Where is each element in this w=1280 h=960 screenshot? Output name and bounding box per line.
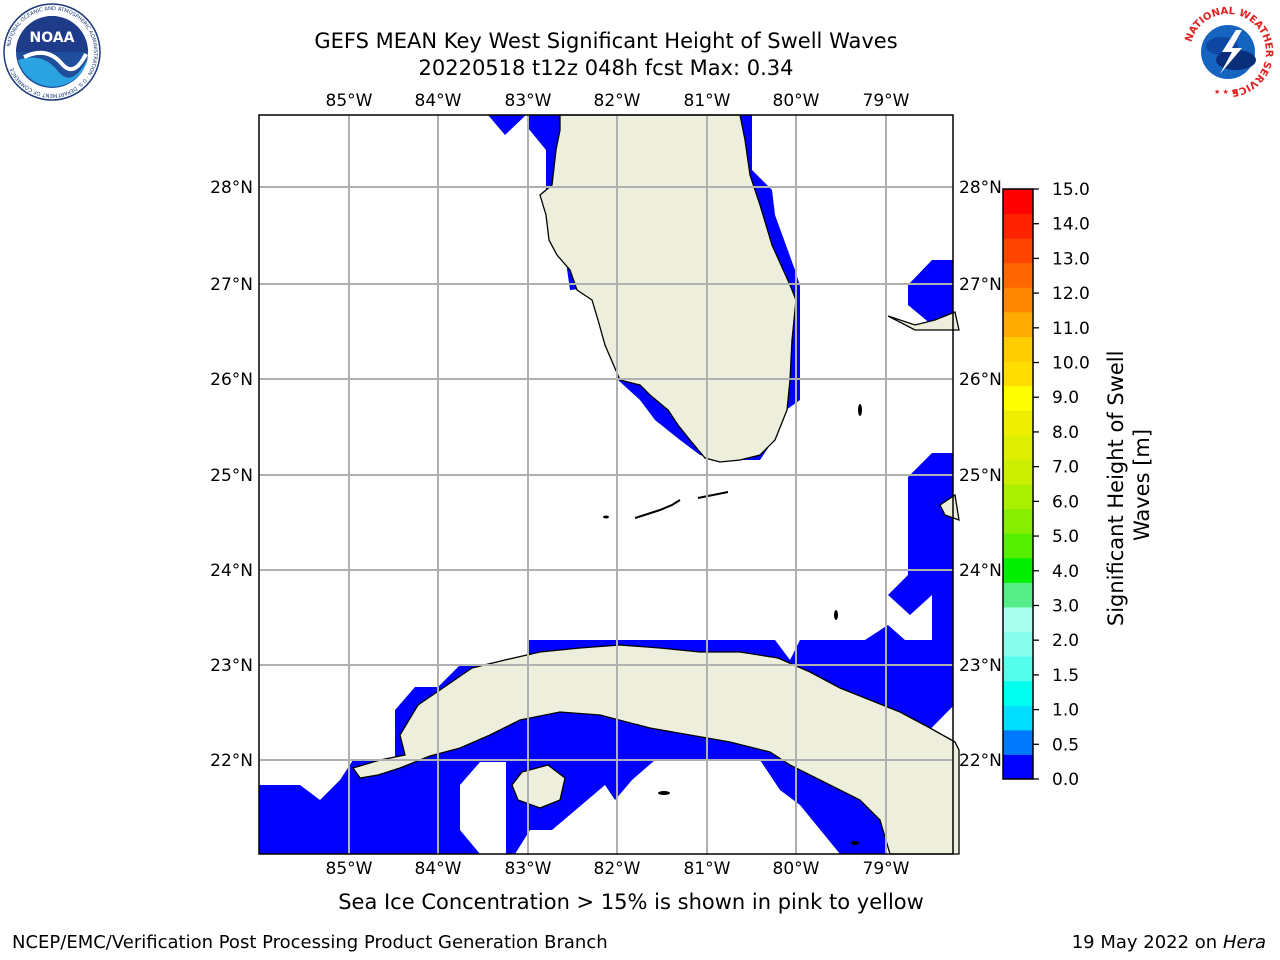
lon-label-bottom: 80°W (773, 859, 820, 879)
lat-label-left: 27°N (210, 275, 253, 295)
lon-label-top: 83°W (505, 91, 552, 111)
colorbar-segment (1003, 287, 1033, 313)
lat-label-left: 24°N (210, 561, 253, 581)
isla-juventud-landmass (511, 764, 566, 809)
colorbar-segment (1003, 434, 1033, 460)
colorbar-segment (1003, 484, 1033, 510)
colorbar-tick-label: 6.0 (1052, 492, 1079, 512)
chart-subtitle: 20220518 t12z 048h fcst Max: 0.34 (418, 56, 794, 80)
colorbar-segment (1003, 238, 1033, 264)
colorbar-tick-label: 1.0 (1052, 701, 1079, 721)
colorbar-segment (1003, 705, 1033, 731)
lon-labels-bottom: 85°W 84°W 83°W 82°W 81°W 80°W 79°W (326, 859, 910, 879)
colorbar-tick-label: 9.0 (1052, 388, 1079, 408)
lon-label-bottom: 81°W (684, 859, 731, 879)
colorbar-segment (1003, 385, 1033, 411)
colorbar-tick-label: 10.0 (1052, 354, 1090, 374)
lon-label-bottom: 84°W (415, 859, 462, 879)
colorbar-segment (1003, 680, 1033, 706)
lon-label-top: 80°W (773, 91, 820, 111)
colorbar-tick-label: 13.0 (1052, 249, 1090, 269)
colorbar-tick-label: 2.0 (1052, 631, 1079, 651)
colorbar-segment (1003, 656, 1033, 682)
colorbar-segment (1003, 606, 1033, 632)
colorbar-segment (1003, 508, 1033, 534)
colorbar-label: Significant Height of Swell Waves [m] (1104, 344, 1154, 626)
colorbar-segment (1003, 631, 1033, 657)
lat-label-right: 26°N (959, 370, 1002, 390)
colorbar-tick-label: 14.0 (1052, 215, 1090, 235)
lat-label-right: 25°N (959, 466, 1002, 486)
chart-title: GEFS MEAN Key West Significant Height of… (314, 29, 898, 53)
lat-label-left: 23°N (210, 656, 253, 676)
lat-label-left: 28°N (210, 178, 253, 198)
noaa-logo-icon: NOAA NATIONAL OCEANIC AND ATMOSPHERIC AD… (3, 3, 101, 101)
lon-label-bottom: 82°W (594, 859, 641, 879)
map-frame (258, 114, 954, 855)
lon-label-top: 84°W (415, 91, 462, 111)
landmass (351, 114, 960, 855)
colorbar-segment (1003, 754, 1033, 780)
colorbar-segment (1003, 213, 1033, 239)
colorbar-tick-label: 15.0 (1052, 180, 1090, 200)
lon-label-bottom: 83°W (505, 859, 552, 879)
colorbar-segment (1003, 729, 1033, 755)
lon-label-top: 79°W (863, 91, 910, 111)
credit-line: NCEP/EMC/Verification Post Processing Pr… (12, 932, 608, 953)
lat-label-left: 22°N (210, 751, 253, 771)
lon-label-top: 85°W (326, 91, 373, 111)
nws-logo-icon: NATIONAL WEATHER SERVICE ★ ★ ★ (1180, 4, 1276, 100)
colorbar-tick-label: 0.5 (1052, 735, 1079, 755)
florida-landmass (539, 114, 797, 463)
cuba-landmass (351, 644, 960, 855)
lat-label-left: 25°N (210, 466, 253, 486)
lat-label-right: 23°N (959, 656, 1002, 676)
lat-label-right: 22°N (959, 751, 1002, 771)
lon-labels-top: 85°W 84°W 83°W 82°W 81°W 80°W 79°W (326, 91, 910, 111)
colorbar-ticks: 15.0 14.0 13.0 12.0 11.0 10.0 9.0 8.0 7.0 6.0 5.0 4… (1033, 180, 1090, 790)
lat-label-left: 26°N (210, 370, 253, 390)
colorbar-tick-label: 1.5 (1052, 666, 1079, 686)
colorbar-segment (1003, 361, 1033, 387)
lat-label-right: 28°N (959, 178, 1002, 198)
date-line: 19 May 2022 on Hera (1072, 932, 1266, 953)
colorbar-segment (1003, 311, 1033, 337)
lon-label-bottom: 79°W (863, 859, 910, 879)
colorbar-segment (1003, 557, 1033, 583)
svg-text:★ ★ ★: ★ ★ ★ (1214, 88, 1237, 96)
colorbar-segment (1003, 533, 1033, 559)
colorbar-tick-label: 5.0 (1052, 527, 1079, 547)
colorbar-tick-label: 7.0 (1052, 458, 1079, 478)
lat-label-right: 24°N (959, 561, 1002, 581)
colorbar-segment (1003, 336, 1033, 362)
small-islands (603, 404, 862, 845)
lat-label-right: 27°N (959, 275, 1002, 295)
colorbar-tick-label: 3.0 (1052, 596, 1079, 616)
host-text: Hera (1222, 932, 1266, 953)
lat-labels-left: 28°N 27°N 26°N 25°N 24°N 23°N 22°N (210, 178, 253, 771)
bahamas-landmass (887, 311, 960, 331)
date-text: 19 May 2022 on (1071, 932, 1218, 953)
colorbar-tick-label: 4.0 (1052, 562, 1079, 582)
map-area (258, 114, 960, 855)
colorbar-segment (1003, 582, 1033, 608)
colorbar-tick-label: 11.0 (1052, 319, 1090, 339)
graticule (259, 115, 953, 854)
svg-text:NOAA: NOAA (30, 30, 75, 46)
lon-label-top: 82°W (594, 91, 641, 111)
colorbar-tick-label: 8.0 (1052, 423, 1079, 443)
lon-label-bottom: 85°W (326, 859, 373, 879)
colorbar (1002, 188, 1034, 780)
colorbar-segment (1003, 459, 1033, 485)
colorbar-segment (1003, 189, 1033, 215)
sea-ice-note: Sea Ice Concentration > 15% is shown in … (338, 890, 924, 914)
lon-label-top: 81°W (684, 91, 731, 111)
colorbar-tick-label: 0.0 (1052, 770, 1079, 790)
lat-labels-right: 28°N 27°N 26°N 25°N 24°N 23°N 22°N (959, 178, 1002, 771)
colorbar-segment (1003, 262, 1033, 288)
colorbar-tick-label: 12.0 (1052, 284, 1090, 304)
colorbar-segment (1003, 410, 1033, 436)
